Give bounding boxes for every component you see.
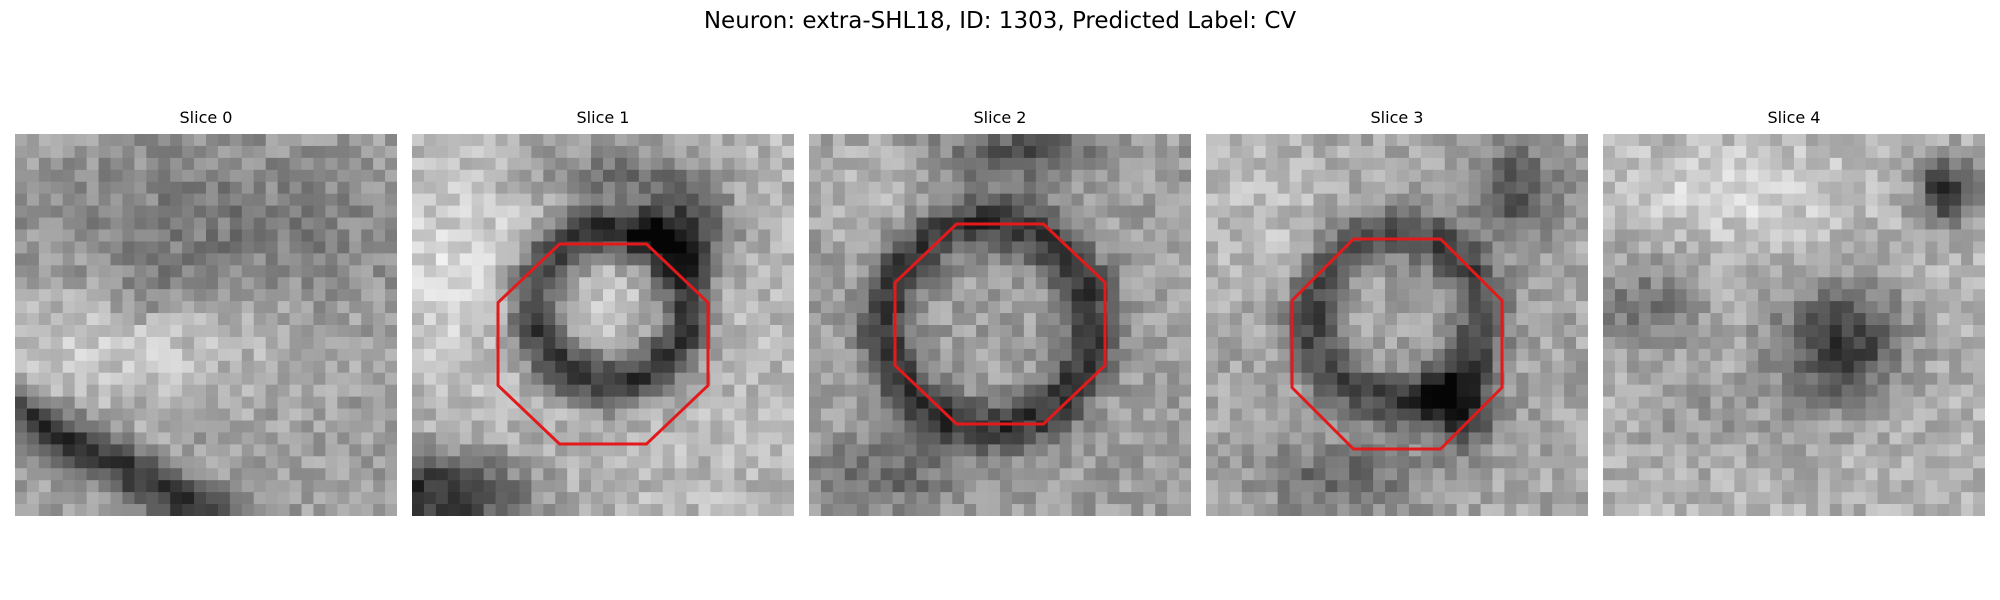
em-slice-image-2 [809,134,1191,516]
slice-title: Slice 1 [576,108,630,127]
outline-polygon [893,222,1107,426]
em-slice-image-4 [1603,134,1985,516]
em-slice-image-3 [1206,134,1588,516]
slice-title: Slice 4 [1767,108,1821,127]
outline-polygon [496,242,710,446]
em-slice-image-0 [15,134,397,516]
slice-title: Slice 3 [1370,108,1424,127]
figure-title: Neuron: extra-SHL18, ID: 1303, Predicted… [703,8,1297,34]
slice-title: Slice 0 [179,108,233,127]
slice-title: Slice 2 [973,108,1027,127]
outline-polygon [1290,237,1504,451]
em-slice-image-1 [412,134,794,516]
